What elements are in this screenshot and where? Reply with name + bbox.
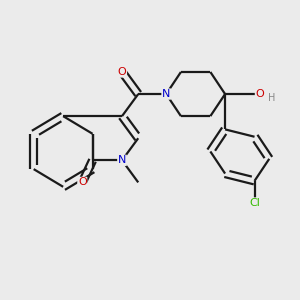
Text: O: O <box>256 89 264 99</box>
Text: O: O <box>78 177 87 188</box>
Text: Cl: Cl <box>249 198 260 208</box>
Text: O: O <box>118 67 126 77</box>
Text: N: N <box>162 89 170 99</box>
Text: N: N <box>118 155 126 165</box>
Text: H: H <box>268 94 275 103</box>
